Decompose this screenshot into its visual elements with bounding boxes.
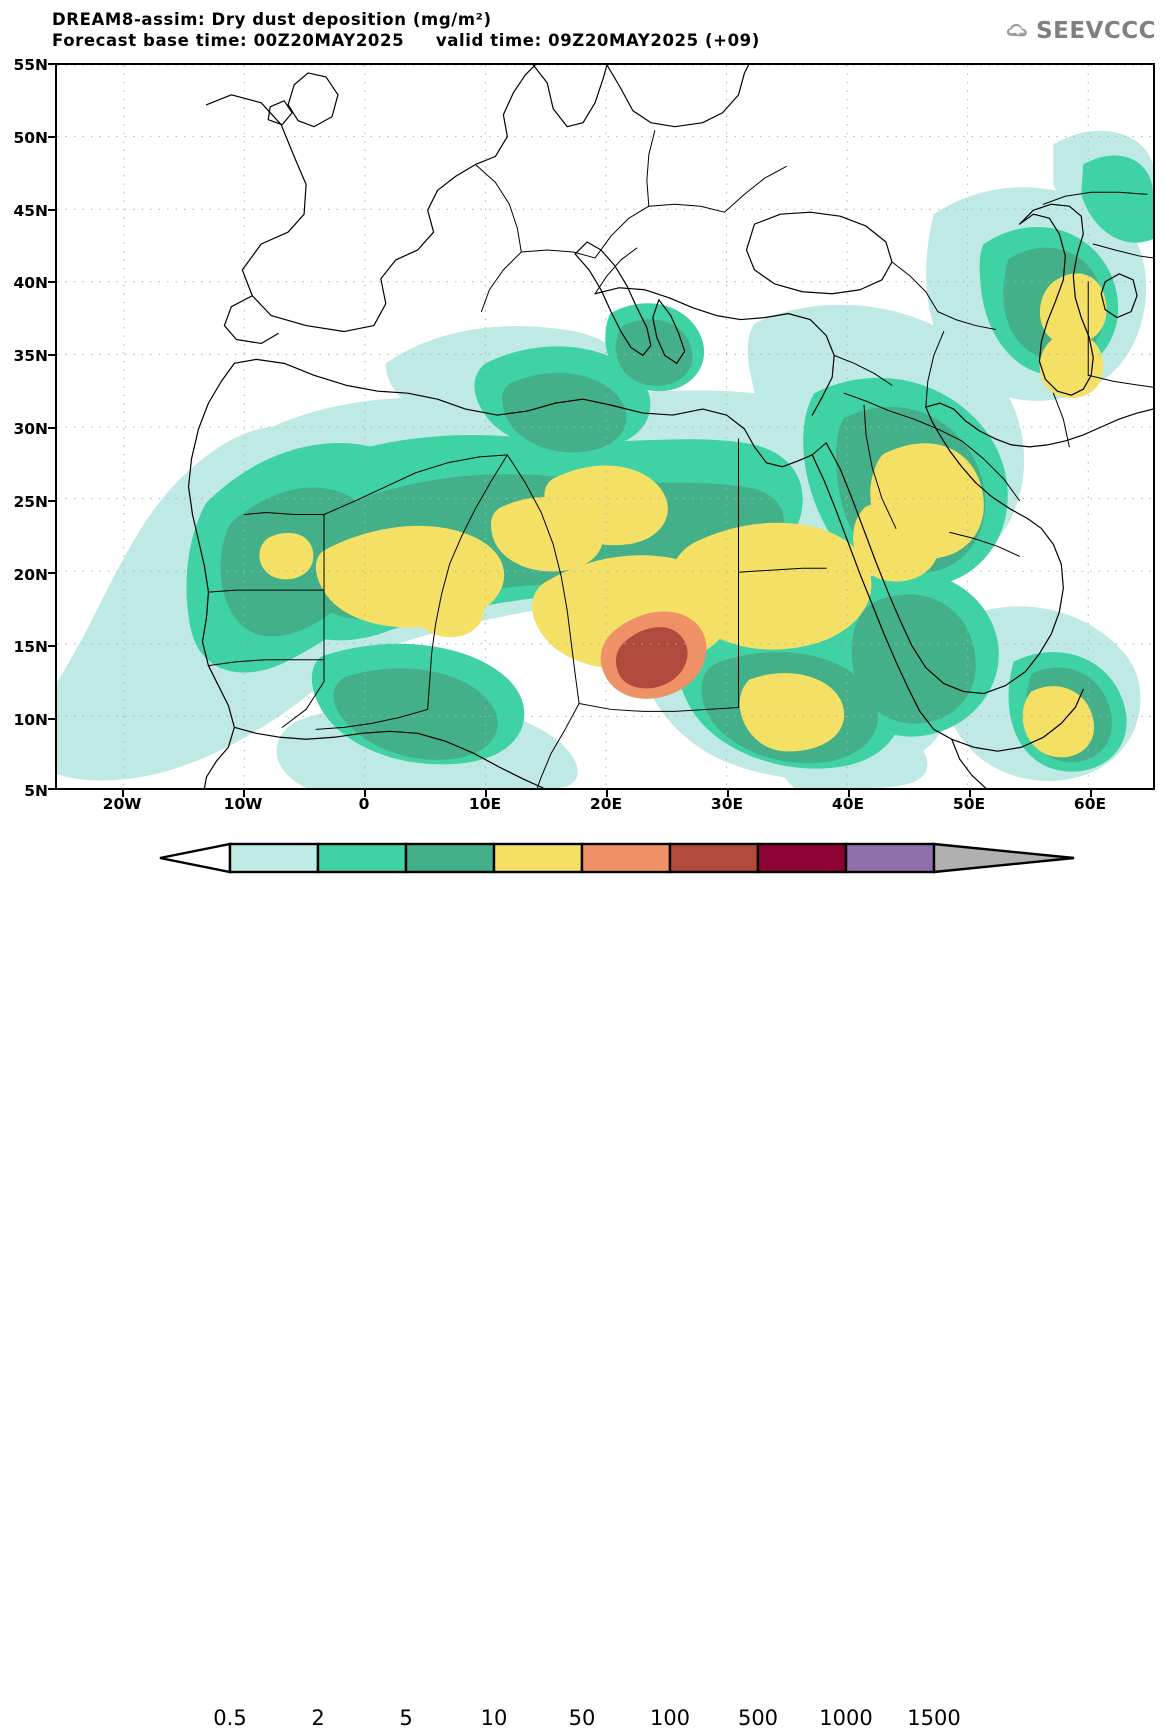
y-tick-label: 30N (13, 420, 48, 438)
x-axis-tick (243, 790, 245, 797)
x-axis-tick (606, 790, 608, 797)
colorbar-over-cap (932, 842, 1075, 874)
y-axis-tick (48, 63, 55, 65)
header: DREAM8-assim: Dry dust deposition (mg/m²… (0, 0, 1165, 58)
y-tick-label: 45N (13, 202, 48, 220)
y-axis-tick (48, 500, 55, 502)
page-title: DREAM8-assim: Dry dust deposition (mg/m²… (52, 10, 492, 29)
x-axis-tick (485, 790, 487, 797)
colorbar-tick-1500: 1500 (907, 1706, 961, 1730)
y-axis-tick (48, 788, 55, 790)
concentration-field (57, 130, 1153, 788)
colorbar-band-0-5-2 (228, 842, 320, 874)
y-tick-label: 20N (13, 566, 48, 584)
colorbar-swatches[interactable] (0, 840, 1165, 880)
x-axis-tick (848, 790, 850, 797)
y-axis-tick (48, 427, 55, 429)
dust-deposition-map[interactable] (57, 65, 1153, 788)
colorbar-tick-100: 100 (649, 1706, 691, 1730)
x-axis-tick (1090, 790, 1092, 797)
colorbar-legend[interactable]: 0.5 2 5 10 50 100 500 1000 1500 (0, 840, 1165, 1730)
x-tick-label: 60E (1073, 795, 1107, 813)
y-axis-tick (48, 572, 55, 574)
x-tick-label: 0 (358, 795, 370, 813)
x-axis-tick (122, 790, 124, 797)
x-axis-tick (969, 790, 971, 797)
colorbar-band-500-1000 (756, 842, 848, 874)
coastlines-and-borders (187, 65, 1153, 788)
x-tick-label: 10E (468, 795, 502, 813)
colorbar-band-2-5 (316, 842, 408, 874)
colorbar-band-5-10 (404, 842, 496, 874)
x-tick-label: 20E (589, 795, 623, 813)
y-axis-tick (48, 209, 55, 211)
x-tick-label: 10W (223, 795, 263, 813)
y-tick-label: 10N (13, 711, 48, 729)
y-tick-label: 15N (13, 638, 48, 656)
y-tick-label: 55N (13, 56, 48, 74)
seevccc-logo: SEEVCCC (1006, 12, 1156, 50)
x-tick-label: 30E (710, 795, 744, 813)
x-axis-tick (364, 790, 366, 797)
x-tick-label: 20W (102, 795, 142, 813)
y-tick-label: 35N (13, 347, 48, 365)
colorbar-tick-1000: 1000 (819, 1706, 873, 1730)
forecast-time-subtitle: Forecast base time: 00Z20MAY2025 valid t… (52, 31, 760, 50)
map-plot-area[interactable] (55, 63, 1155, 790)
colorbar-tick-0_5: 0.5 (213, 1706, 247, 1730)
y-axis-tick (48, 281, 55, 283)
y-tick-label: 50N (13, 129, 48, 147)
colorbar-tick-10: 10 (480, 1706, 508, 1730)
colorbar-tick-2: 2 (311, 1706, 325, 1730)
x-tick-label: 40E (831, 795, 865, 813)
x-axis-tick (727, 790, 729, 797)
x-tick-label: 50E (952, 795, 986, 813)
colorbar-band-10-50 (492, 842, 584, 874)
y-axis-tick (48, 136, 55, 138)
colorbar-under-cap (159, 842, 232, 874)
colorbar-tick-500: 500 (737, 1706, 779, 1730)
y-tick-label: 5N (24, 782, 48, 800)
y-axis-tick (48, 354, 55, 356)
colorbar-tick-50: 50 (568, 1706, 596, 1730)
y-axis-tick (48, 718, 55, 720)
y-axis-tick (48, 645, 55, 647)
colorbar-band-50-100 (580, 842, 672, 874)
colorbar-band-100-500 (668, 842, 760, 874)
y-tick-label: 40N (13, 274, 48, 292)
logo-text: SEEVCCC (1036, 18, 1156, 44)
y-tick-label: 25N (13, 493, 48, 511)
colorbar-tick-5: 5 (399, 1706, 413, 1730)
colorbar-band-1000-1500 (844, 842, 936, 874)
cloud-icon (1006, 23, 1027, 37)
